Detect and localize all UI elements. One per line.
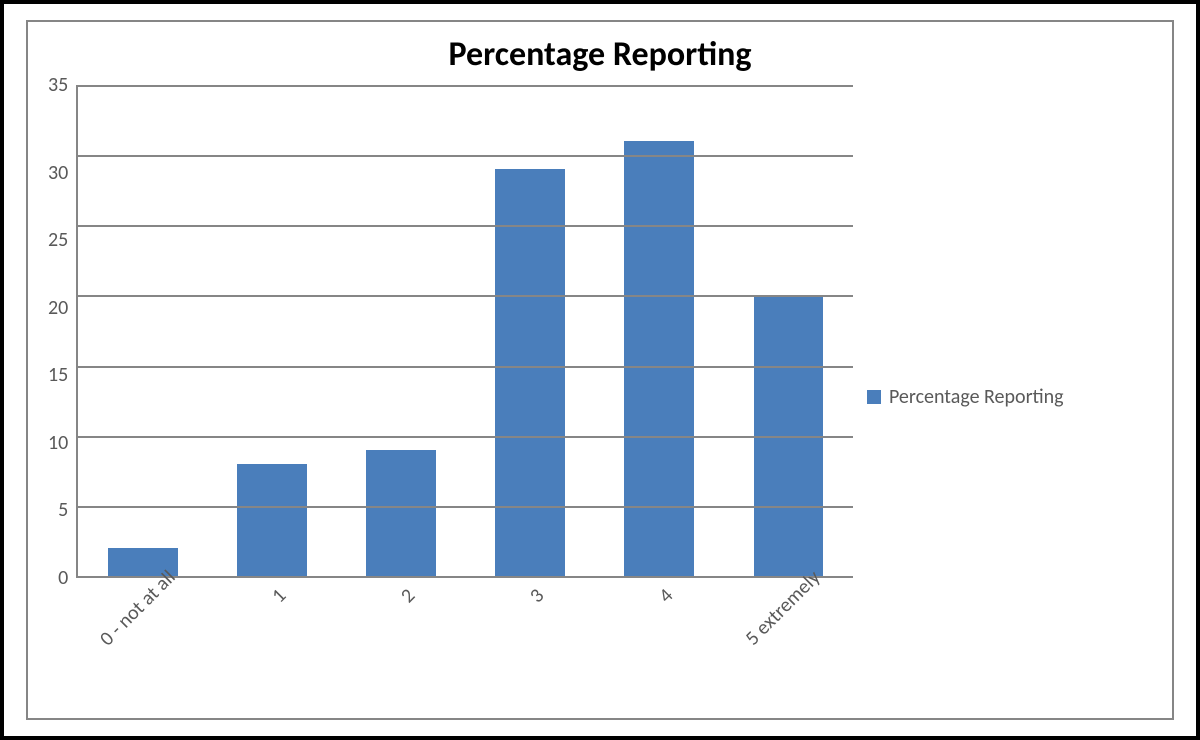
bar-slot: [466, 85, 595, 576]
x-label-slot: 0 - not at all: [78, 578, 207, 708]
x-tick-label: 0 - not at all: [95, 565, 181, 651]
x-label-slot: 5 extremely: [724, 578, 853, 708]
y-tick-label: 30: [48, 163, 68, 183]
outer-frame: Percentage Reporting 35 30 25 20 15 10 5 0 0 - …: [0, 0, 1200, 740]
gridline: [78, 436, 853, 438]
y-tick-label: 15: [48, 365, 68, 385]
bar-slot: [78, 85, 207, 576]
bar-slot: [207, 85, 336, 576]
gridline: [78, 155, 853, 157]
bar: [624, 141, 694, 576]
x-label-slot: 3: [466, 578, 595, 708]
gridline: [78, 85, 853, 87]
plot-column: 35 30 25 20 15 10 5 0 0 - not at all 1 2 3 4 5 extre…: [28, 75, 853, 718]
x-label-slot: 1: [207, 578, 336, 708]
x-axis-spacer: [48, 578, 78, 708]
chart-body: 35 30 25 20 15 10 5 0 0 - not at all 1 2 3 4 5 extre…: [28, 75, 1172, 718]
legend-swatch-icon: [867, 390, 881, 404]
gridline: [78, 506, 853, 508]
gridline: [78, 295, 853, 297]
bar-slot: [724, 85, 853, 576]
x-label-slot: 4: [595, 578, 724, 708]
gridline: [78, 366, 853, 368]
plot-rect: [76, 85, 853, 578]
y-tick-label: 0: [58, 568, 68, 588]
y-tick-label: 20: [48, 298, 68, 318]
x-tick-label: 3: [525, 584, 549, 608]
y-tick-label: 10: [48, 433, 68, 453]
chart-title: Percentage Reporting: [28, 22, 1172, 75]
legend: Percentage Reporting: [853, 75, 1172, 718]
gridline: [78, 225, 853, 227]
bars-container: [78, 85, 853, 576]
y-tick-label: 25: [48, 230, 68, 250]
plot-area-wrap: 35302520151050: [48, 85, 853, 578]
bar: [366, 450, 436, 576]
bar: [495, 169, 565, 576]
x-label-slot: 2: [337, 578, 466, 708]
legend-item: Percentage Reporting: [867, 385, 1064, 409]
bar-slot: [337, 85, 466, 576]
bar: [237, 464, 307, 576]
x-tick-label: 5 extremely: [741, 566, 826, 651]
x-tick-label: 1: [267, 584, 291, 608]
x-tick-label: 4: [654, 584, 678, 608]
legend-label: Percentage Reporting: [889, 385, 1064, 409]
bar-slot: [595, 85, 724, 576]
x-tick-label: 2: [396, 584, 420, 608]
y-axis: 35302520151050: [48, 85, 76, 578]
y-tick-label: 5: [58, 500, 68, 520]
x-labels: 0 - not at all 1 2 3 4 5 extremely: [78, 578, 853, 708]
y-tick-label: 35: [48, 75, 68, 95]
x-axis: 0 - not at all 1 2 3 4 5 extremely: [48, 578, 853, 708]
chart-frame: Percentage Reporting 35 30 25 20 15 10 5 0 0 - …: [26, 20, 1174, 720]
